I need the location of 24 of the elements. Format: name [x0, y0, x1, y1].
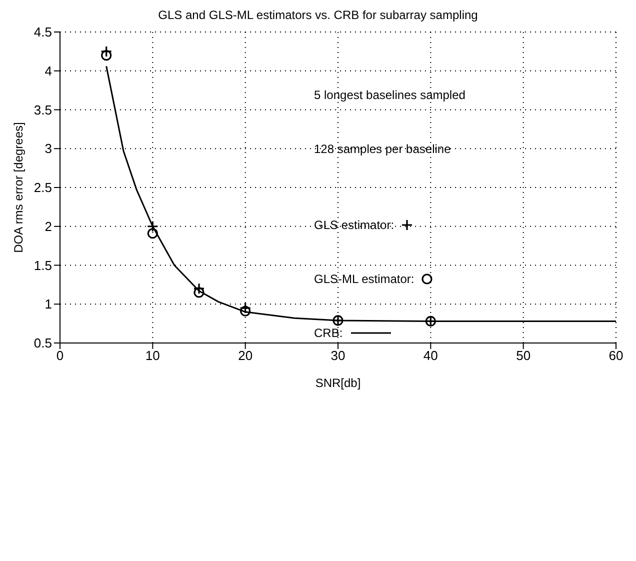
legend-label: GLS estimator:: [314, 218, 394, 232]
annotation: 5 longest baselines sampled: [314, 88, 466, 104]
y-tick-label: 3.5: [34, 102, 52, 118]
y-tick-label: 0.5: [34, 336, 52, 351]
y-tick-label: 3: [44, 141, 52, 156]
x-tick-label: 60: [608, 348, 624, 364]
annotation: 128 samples per baseline: [314, 142, 452, 158]
chart-title: GLS and GLS-ML estimators vs. CRB for subarray sampling: [157, 8, 479, 22]
y-tick-label: 4: [44, 63, 52, 78]
x-tick-label: 30: [330, 348, 346, 364]
x-tick-label: 20: [238, 348, 253, 364]
x-tick-label: 10: [145, 348, 160, 364]
x-tick-label: 40: [423, 348, 438, 364]
y-tick-label: 2.5: [34, 180, 52, 196]
y-tick-label: 4.5: [34, 24, 52, 40]
x-tick-label: 0: [56, 348, 64, 364]
y-tick-label: 2: [44, 218, 52, 234]
x-axis-title: SNR[db]: [315, 376, 361, 390]
y-axis-title: DOA rms error [degrees]: [11, 122, 26, 253]
y-tick-label: 1.5: [34, 258, 52, 273]
x-tick-label: 50: [516, 348, 531, 364]
legend-label: GLS-ML estimator:: [314, 272, 414, 286]
legend-label: CRB:: [314, 326, 343, 340]
y-tick-label: 1: [44, 296, 52, 312]
